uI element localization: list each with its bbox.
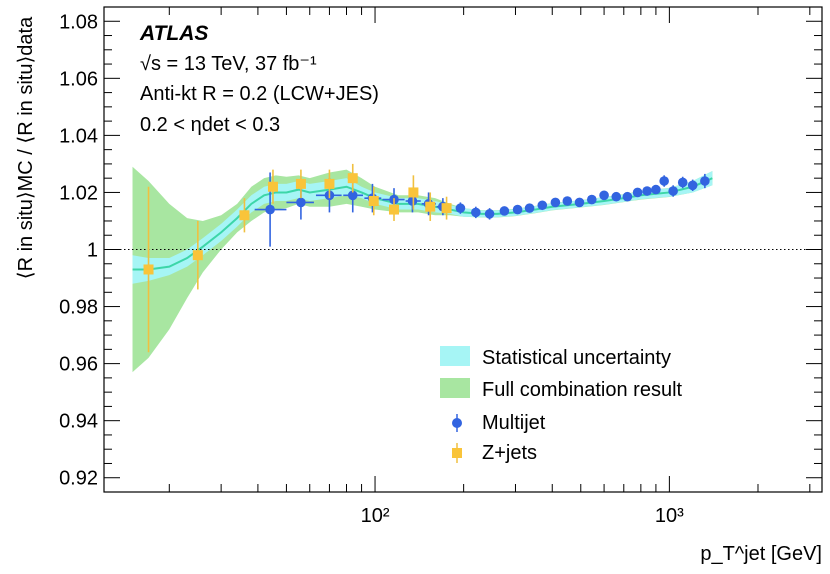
multijet-point-21 [611,191,622,202]
multijet-point-3 [347,190,358,201]
multijet-point-0 [265,204,275,215]
zjets-point-7 [368,196,379,206]
x-axis-title: p_T^jet [GeV] [700,543,822,565]
zjets-point-3 [267,181,278,192]
multijet-point-11 [484,209,495,219]
y-tick-label-0: 0.92 [59,468,98,490]
multijet-point-18 [574,197,585,208]
multijet-point-26 [659,176,669,186]
data-points [143,163,710,353]
multijet-point-19 [586,194,597,205]
y-tick-label-6: 1.04 [59,125,98,147]
multijet-point-30 [700,176,710,186]
multijet-point-6 [407,196,418,206]
zjets-point-9 [408,187,419,198]
legend-label-statistical: Statistical uncertainty [482,347,671,369]
multijet-point-15 [537,200,548,211]
x-tick-label-0: 10² [361,505,390,527]
multijet-point-27 [668,186,678,196]
multijet-point-25 [651,184,661,195]
energy-label: √s = 13 TeV, 37 fb⁻¹ [140,53,317,75]
multijet-point-10 [471,207,481,218]
x-tick-label-1: 10³ [655,505,684,527]
legend-zjets-marker [452,448,462,458]
multijet-point-13 [512,204,523,215]
multijet-point-16 [550,197,561,208]
eta-label: 0.2 < ηdet < 0.3 [140,114,280,136]
zjets-point-10 [425,201,436,212]
zjets-point-6 [347,173,358,184]
y-tick-label-2: 0.96 [59,354,98,376]
zjets-point-11 [441,203,452,214]
multijet-point-1 [296,197,306,208]
y-tick-label-4: 1 [87,240,98,262]
y-tick-label-7: 1.06 [59,68,98,90]
experiment-label: ATLAS [139,22,208,45]
zjets-point-4 [295,178,306,189]
legend-multijet-marker [452,418,462,428]
multijet-point-12 [499,206,510,216]
multijet-point-17 [562,196,573,206]
statistical-band [132,171,713,284]
y-axis-title: ⟨R in situ⟩MC / ⟨R in situ⟩data [15,16,37,279]
legend-label-multijet: Multijet [482,412,546,434]
zjets-point-8 [389,204,400,215]
y-tick-label-1: 0.94 [59,411,98,433]
zjets-point-5 [324,178,335,189]
y-tick-label-3: 0.98 [59,297,98,319]
multijet-point-24 [642,186,652,196]
legend-swatch-full [440,378,470,398]
axes: 0.92 0.94 0.96 0.98 1 1.02 1.04 1.06 1.08 10² 10³ [59,6,822,527]
legend: Statistical uncertainty Full combination… [440,346,683,464]
multijet-point-23 [632,187,643,198]
multijet-point-9 [455,203,466,213]
legend-label-zjets: Z+jets [482,442,537,464]
zjets-point-1 [192,250,203,261]
multijet-point-28 [677,177,688,188]
multijet-point-22 [622,191,633,202]
multijet-point-14 [524,203,535,213]
legend-label-full: Full combination result [482,379,683,401]
legend-swatch-statistical [440,346,470,366]
y-tick-label-5: 1.02 [59,182,98,204]
multijet-point-20 [599,190,609,201]
algorithm-label: Anti-kt R = 0.2 (LCW+JES) [140,83,379,105]
y-tick-label-8: 1.08 [59,11,98,33]
multijet-point-29 [687,180,698,191]
zjets-point-0 [143,264,154,275]
zjets-point-2 [239,210,250,221]
